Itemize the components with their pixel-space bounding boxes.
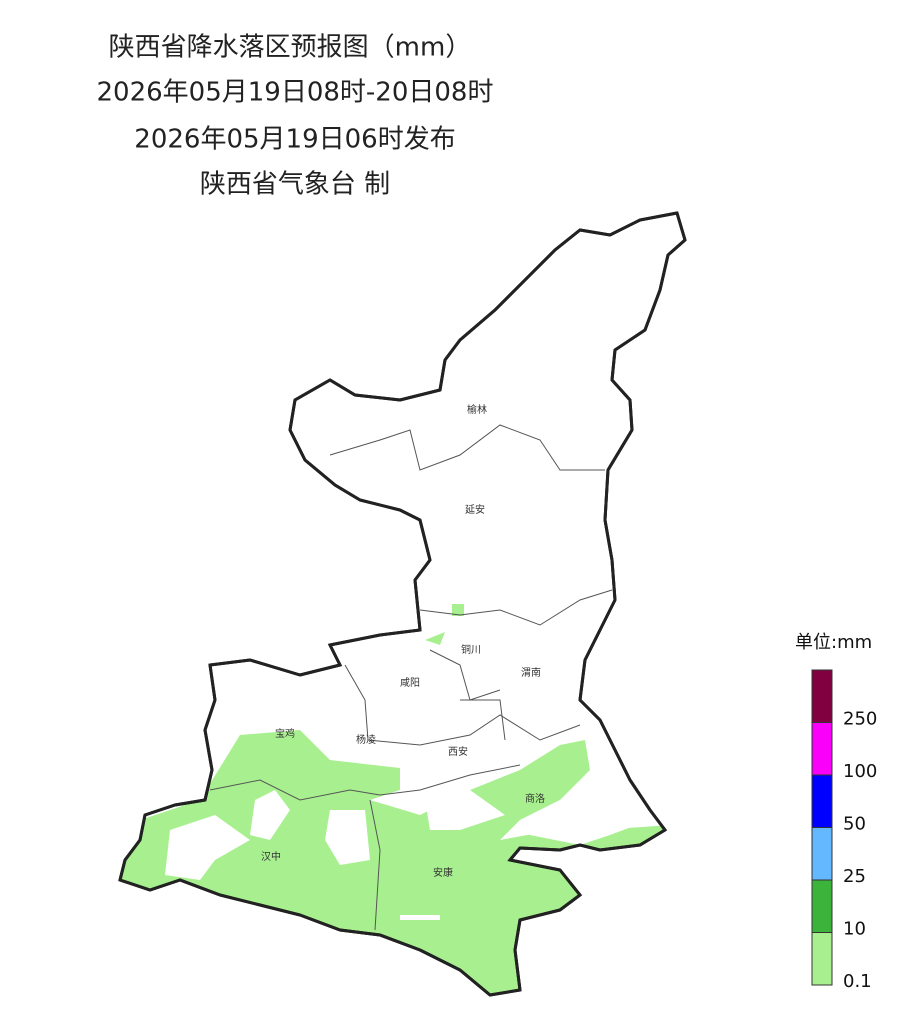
- legend-swatch: [811, 879, 833, 933]
- legend-label: 50: [843, 814, 866, 835]
- city-label: 宝鸡: [275, 727, 295, 740]
- city-label: 榆林: [467, 403, 487, 416]
- city-label: 杨凌: [356, 733, 376, 746]
- legend-swatch: [811, 827, 833, 881]
- province-border: [118, 211, 687, 997]
- legend: 单位:mm 0.1 10 25 50 100 250: [795, 632, 877, 992]
- district-borders: [209, 424, 613, 931]
- legend-title: 单位:mm: [795, 632, 872, 653]
- legend-label: 0.1: [843, 971, 872, 992]
- legend-label: 250: [843, 709, 877, 730]
- city-label: 商洛: [525, 792, 545, 805]
- legend-swatch: [811, 774, 833, 828]
- legend-swatch: [811, 722, 833, 776]
- city-label: 安康: [433, 866, 453, 879]
- city-label: 汉中: [261, 850, 281, 863]
- city-label: 渭南: [521, 666, 541, 679]
- city-label: 铜川: [461, 644, 481, 656]
- legend-swatch: [811, 932, 833, 986]
- legend-label: 10: [843, 919, 866, 940]
- issued: 2026年05月19日06时发布: [134, 125, 455, 155]
- legend-swatch: [811, 669, 833, 723]
- title: 陕西省降水落区预报图（mm）: [109, 33, 472, 63]
- legend-label: 100: [843, 761, 877, 782]
- city-label: 西安: [448, 745, 468, 758]
- city-label: 延安: [465, 503, 485, 516]
- producer: 陕西省气象台 制: [200, 170, 390, 200]
- period: 2026年05月19日08时-20日08时: [97, 78, 494, 108]
- city-label: 咸阳: [400, 677, 420, 689]
- legend-label: 25: [843, 866, 866, 887]
